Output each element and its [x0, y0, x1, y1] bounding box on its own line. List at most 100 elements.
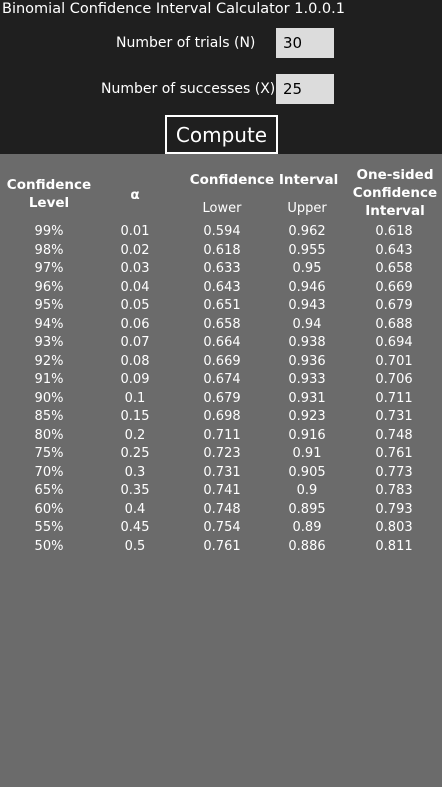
alpha-cell: 0.06	[120, 316, 150, 332]
upper-bound-cell: 0.936	[288, 353, 326, 369]
one-sided-cell: 0.618	[375, 224, 413, 239]
one-sided-cell: 0.658	[375, 261, 413, 276]
one-sided-cell: 0.679	[375, 298, 413, 313]
results-panel: Confidence Level α Confidence Interval L…	[0, 154, 442, 787]
one-sided-cell: 0.694	[375, 335, 413, 350]
alpha-cell: 0.4	[124, 501, 146, 517]
alpha-cell: 0.03	[120, 261, 150, 276]
lower-bound-cell: 0.754	[203, 520, 241, 535]
upper-bound-cell: 0.9	[296, 483, 318, 498]
one-sided-cell: 0.783	[375, 483, 413, 498]
lower-bound-cell: 0.643	[203, 279, 241, 295]
level-cell: 85%	[34, 409, 64, 424]
upper-bound-cell: 0.886	[288, 538, 326, 554]
one-sided-cell: 0.711	[375, 390, 413, 406]
level-cell: 91%	[34, 372, 64, 387]
lower-bound-cell: 0.723	[203, 446, 241, 461]
upper-bound-cell: 0.905	[288, 464, 326, 480]
level-cell: 60%	[34, 501, 64, 517]
lower-bound-cell: 0.698	[203, 409, 241, 424]
level-cell: 70%	[34, 464, 64, 480]
lower-bound-cell: 0.633	[203, 261, 241, 276]
level-cell: 99%	[34, 224, 64, 239]
lower-bound-cell: 0.594	[203, 224, 241, 239]
one-sided-cell: 0.748	[375, 427, 413, 443]
lower-bound-cell: 0.679	[203, 390, 241, 406]
level-cell: 93%	[34, 335, 64, 350]
upper-bound-cell: 0.91	[292, 446, 322, 461]
level-cell: 55%	[34, 520, 64, 535]
upper-bound-cell: 0.89	[292, 520, 322, 535]
one-sided-cell: 0.688	[375, 316, 413, 332]
level-cell: 50%	[34, 538, 64, 554]
alpha-cell: 0.02	[120, 242, 150, 258]
level-cell: 92%	[34, 353, 64, 369]
level-cell: 75%	[34, 446, 64, 461]
alpha-cell: 0.04	[120, 279, 150, 295]
level-cell: 97%	[34, 261, 64, 276]
lower-bound-cell: 0.618	[203, 242, 241, 258]
upper-bound-cell: 0.955	[288, 242, 326, 258]
one-sided-cell: 0.706	[375, 372, 413, 387]
level-cell: 98%	[34, 242, 64, 258]
alpha-cell: 0.08	[120, 353, 150, 369]
upper-bound-cell: 0.916	[288, 427, 326, 443]
level-cell: 95%	[34, 298, 64, 313]
lower-bound-cell: 0.748	[203, 501, 241, 517]
upper-bound-cell: 0.931	[288, 390, 326, 406]
upper-bound-cell: 0.962	[288, 224, 326, 239]
one-sided-cell: 0.731	[375, 409, 413, 424]
header-confidence-interval: Confidence Interval	[189, 172, 339, 188]
one-sided-cell: 0.701	[375, 353, 413, 369]
lower-bound-cell: 0.711	[203, 427, 241, 443]
one-sided-cell: 0.761	[375, 446, 413, 461]
one-sided-cell: 0.773	[375, 464, 413, 480]
alpha-cell: 0.09	[120, 372, 150, 387]
alpha-cell: 0.05	[120, 298, 150, 313]
lower-bound-cell: 0.669	[203, 353, 241, 369]
successes-input[interactable]	[276, 74, 334, 104]
level-cell: 80%	[34, 427, 64, 443]
header-lower: Lower	[202, 201, 242, 216]
trials-input[interactable]	[276, 28, 334, 58]
upper-bound-cell: 0.95	[292, 261, 322, 276]
one-sided-cell: 0.793	[375, 501, 413, 517]
alpha-cell: 0.1	[124, 390, 146, 406]
upper-bound-cell: 0.94	[292, 316, 322, 332]
lower-bound-cell: 0.731	[203, 464, 241, 480]
app-title: Binomial Confidence Interval Calculator …	[2, 1, 345, 17]
lower-bound-cell: 0.674	[203, 372, 241, 387]
trials-label: Number of trials (N)	[116, 35, 256, 51]
alpha-cell: 0.45	[120, 520, 150, 535]
alpha-cell: 0.2	[124, 427, 146, 443]
alpha-cell: 0.01	[120, 224, 150, 239]
header-upper: Upper	[287, 201, 327, 216]
upper-bound-cell: 0.933	[288, 372, 326, 387]
level-cell: 90%	[34, 390, 64, 406]
upper-bound-cell: 0.895	[288, 501, 326, 517]
lower-bound-cell: 0.651	[203, 298, 241, 313]
header-confidence-level: Confidence Level	[6, 177, 92, 211]
upper-bound-cell: 0.923	[288, 409, 326, 424]
level-cell: 65%	[34, 483, 64, 498]
one-sided-cell: 0.803	[375, 520, 413, 535]
alpha-cell: 0.3	[124, 464, 146, 480]
level-cell: 96%	[34, 279, 64, 295]
upper-bound-cell: 0.938	[288, 335, 326, 350]
one-sided-cell: 0.811	[375, 538, 413, 554]
alpha-cell: 0.35	[120, 483, 150, 498]
level-cell: 94%	[34, 316, 64, 332]
lower-bound-cell: 0.761	[203, 538, 241, 554]
one-sided-cell: 0.669	[375, 279, 413, 295]
lower-bound-cell: 0.741	[203, 483, 241, 498]
one-sided-cell: 0.643	[375, 242, 413, 258]
lower-bound-cell: 0.658	[203, 316, 241, 332]
header-one-sided: One-sided Confidence Interval	[352, 167, 438, 219]
input-panel: Binomial Confidence Interval Calculator …	[0, 0, 442, 154]
header-alpha: α	[130, 187, 140, 203]
lower-bound-cell: 0.664	[203, 335, 241, 350]
upper-bound-cell: 0.943	[288, 298, 326, 313]
alpha-cell: 0.25	[120, 446, 150, 461]
compute-button[interactable]: Compute	[165, 115, 278, 154]
alpha-cell: 0.07	[120, 335, 150, 350]
